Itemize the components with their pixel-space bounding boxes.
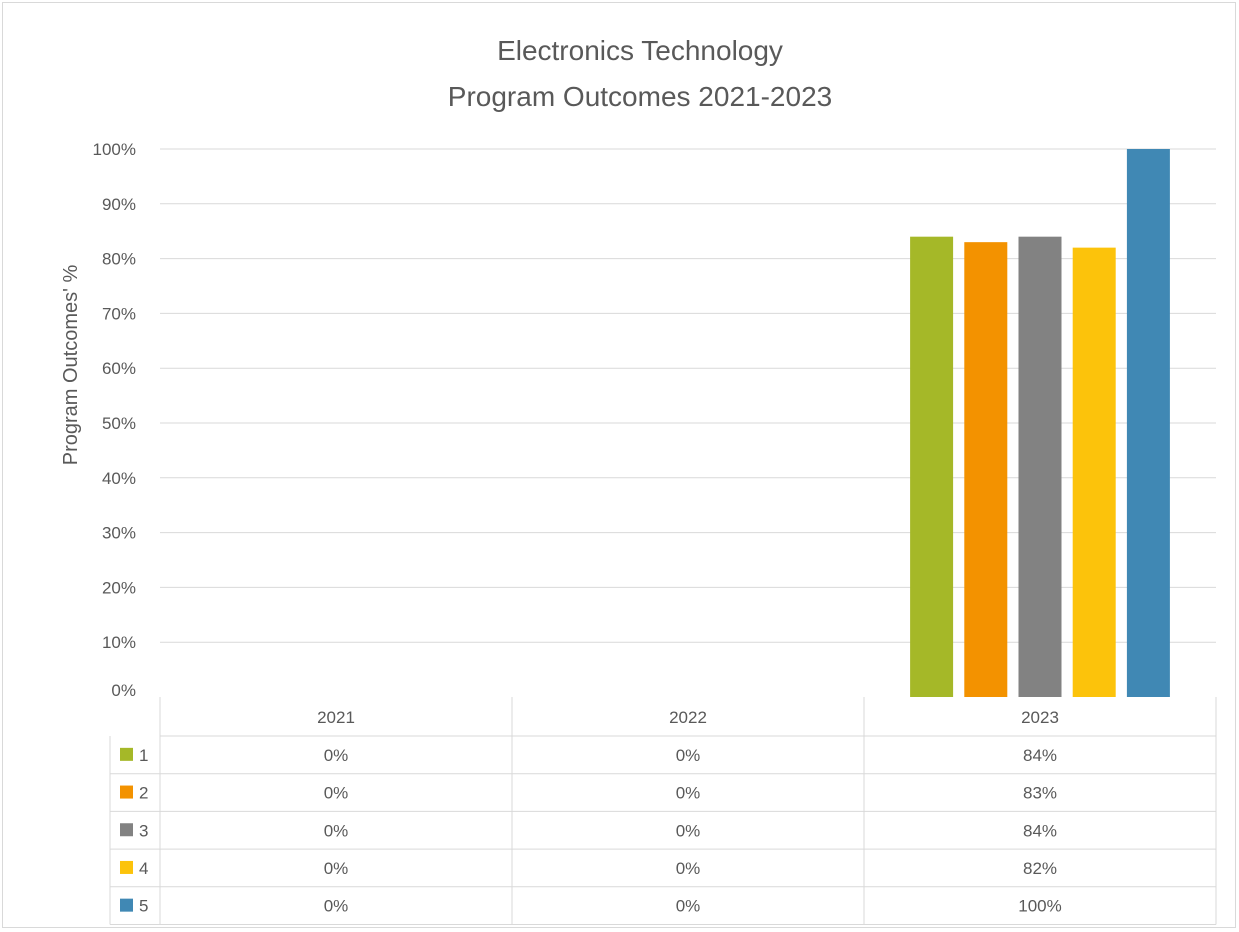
y-axis-label: Program Outcomes' % [60,265,82,466]
y-tick-label: 10% [102,633,136,652]
data-table: 2021 2022 2023 1 0% 0% 84% 2 0% 0% 83% 3 0% 0% 84% 4 0% 0… [109,697,1217,925]
table-cell-value: 0% [324,746,349,765]
y-tick-label: 0% [111,681,136,700]
table-cell-value: 0% [676,746,701,765]
table-cell-value: 84% [1023,746,1057,765]
legend-key-series-4 [120,860,133,874]
y-tick-label: 100% [93,140,136,159]
bars [910,149,1170,697]
table-cell-value: 0% [676,859,701,878]
legend-key-series-3 [120,823,133,837]
table-cell-value: 0% [324,821,349,840]
legend-label: 4 [139,859,148,878]
table-cell-value: 0% [676,821,701,840]
chart-title-line-1: Electronics Technology [497,35,783,66]
chart-title-line-2: Program Outcomes 2021-2023 [448,81,832,112]
legend-label: 1 [139,746,148,765]
bar-2023-series-4 [1072,247,1116,697]
y-tick-label: 80% [102,250,136,269]
table-cell-value: 0% [324,784,349,803]
bar-2023-series-2 [964,242,1008,697]
y-tick-label: 50% [102,414,136,433]
legend-key-series-5 [120,898,133,912]
y-tick-label: 70% [102,304,136,323]
table-cell-value: 0% [676,897,701,916]
y-tick-labels: 0% 10% 20% 30% 40% 50% 60% 70% 80% 90% 100% [93,140,136,700]
table-cell-value: 0% [324,897,349,916]
table-cell-value: 0% [324,859,349,878]
legend-key-series-2 [120,785,133,799]
table-cell-value: 0% [676,784,701,803]
table-cell-value: 83% [1023,784,1057,803]
legend-label: 3 [139,821,148,840]
bar-2023-series-3 [1018,236,1062,697]
y-tick-label: 40% [102,469,136,488]
y-tick-label: 60% [102,359,136,378]
table-cell-value: 100% [1018,897,1061,916]
legend-label: 5 [139,897,148,916]
y-tick-label: 20% [102,578,136,597]
bar-2023-series-1 [910,236,954,697]
table-cell-value: 82% [1023,859,1057,878]
table-cell-value: 84% [1023,821,1057,840]
legend-label: 2 [139,784,148,803]
x-category-label: 2022 [669,708,707,727]
y-tick-label: 90% [102,195,136,214]
x-category-label: 2021 [317,708,355,727]
bar-2023-series-5 [1126,149,1170,697]
x-category-label: 2023 [1021,708,1059,727]
y-tick-label: 30% [102,524,136,543]
legend-key-series-1 [120,747,133,761]
